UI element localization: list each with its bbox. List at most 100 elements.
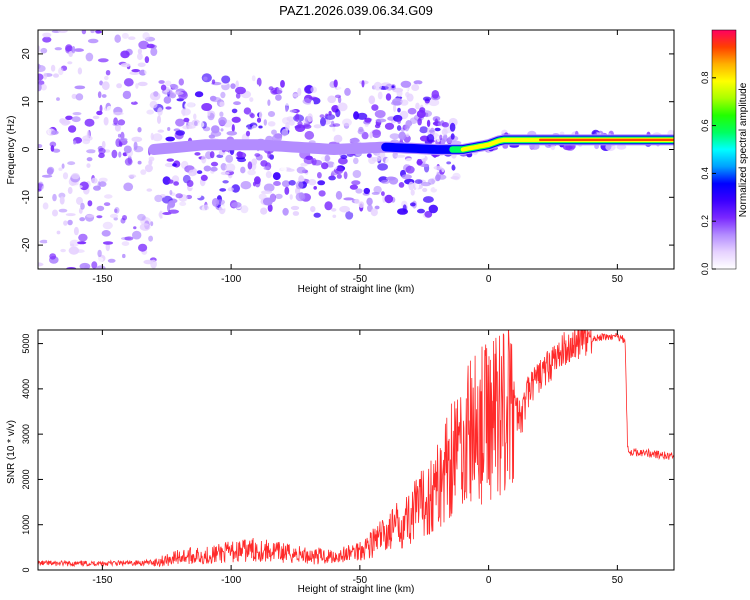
heatmap-noise-blob	[263, 119, 267, 126]
heatmap-noise-blob	[253, 199, 259, 207]
heatmap-noise-blob	[148, 156, 155, 162]
heatmap-noise-blob	[89, 239, 99, 244]
heatmap-noise-blob	[230, 83, 236, 89]
heatmap-noise-blob	[254, 179, 261, 188]
heatmap-noise-blob	[333, 162, 338, 170]
heatmap-noise-blob	[398, 182, 405, 188]
heatmap-noise-blob	[388, 177, 399, 185]
heatmap-noise-blob	[131, 97, 136, 103]
heatmap-noise-blob	[172, 163, 177, 167]
heatmap-noise-blob	[168, 179, 174, 184]
heatmap-noise-blob	[68, 51, 73, 57]
heatmap-noise-blob	[284, 168, 295, 172]
heatmap-noise-blob	[128, 174, 137, 178]
heatmap-noise-blob	[317, 180, 326, 186]
heatmap-noise-blob	[124, 158, 133, 166]
heatmap-noise-blob	[417, 118, 422, 126]
heatmap-noise-blob	[371, 104, 379, 111]
heatmap-noise-blob	[71, 172, 80, 180]
heatmap-noise-blob	[71, 116, 81, 123]
heatmap-noise-blob	[417, 208, 425, 214]
heatmap-noise-blob	[58, 192, 66, 199]
heatmap-noise-blob	[374, 110, 386, 118]
heatmap-noise-blob	[371, 129, 381, 138]
heatmap-noise-blob	[178, 78, 184, 86]
heatmap-noise-blob	[297, 121, 303, 126]
heatmap-noise-blob	[295, 180, 304, 190]
heatmap-noise-blob	[68, 125, 77, 133]
heatmap-noise-blob	[46, 238, 53, 245]
heatmap-noise-blob	[273, 181, 281, 186]
heatmap-noise-blob	[137, 48, 142, 55]
heatmap-noise-blob	[43, 72, 48, 80]
heatmap-noise-blob	[72, 112, 82, 116]
heatmap-noise-blob	[65, 213, 76, 217]
heatmap-noise-blob	[393, 158, 401, 164]
heatmap-noise-blob	[67, 186, 73, 195]
heatmap-noise-blob	[355, 188, 363, 194]
heatmap-noise-blob	[133, 145, 144, 153]
heatmap-noise-blob	[251, 75, 256, 82]
heatmap-noise-blob	[119, 137, 128, 142]
heatmap-noise-blob	[300, 162, 308, 167]
heatmap-noise-blob	[251, 158, 258, 166]
heatmap-noise-blob	[42, 32, 52, 38]
heatmap-noise-blob	[396, 125, 402, 131]
heatmap-noise-blob	[67, 161, 76, 166]
heatmap-noise-blob	[91, 261, 98, 269]
heatmap-noise-blob	[194, 120, 198, 126]
heatmap-noise-blob	[120, 63, 131, 68]
heatmap-noise-blob	[123, 145, 132, 154]
heatmap-noise-blob	[210, 161, 219, 167]
heatmap-noise-blob	[219, 101, 225, 107]
heatmap-noise-blob	[333, 79, 338, 88]
heatmap-noise-blob	[244, 127, 249, 131]
heatmap-noise-blob	[200, 174, 208, 181]
x-tick-label: -50	[353, 575, 368, 586]
snr-y-ticks: 0 1000 2000 3000 4000 5000	[21, 334, 674, 573]
heatmap-noise-blob	[285, 106, 289, 113]
heatmap-noise-blob	[289, 109, 297, 113]
heatmap-noise-blob	[454, 160, 459, 168]
heatmap-noise-blob	[102, 241, 114, 245]
heatmap-noise-blob	[203, 165, 212, 172]
heatmap-noise-blob	[349, 209, 360, 214]
snr-x-ticks: -150 -100 -50 0 50	[92, 330, 623, 586]
heatmap-noise-blob	[367, 153, 372, 159]
heatmap-noise-blob	[79, 262, 91, 269]
heatmap-noise-blob	[109, 213, 119, 219]
heatmap-noise-blob	[312, 159, 323, 166]
heatmap-noise-blob	[296, 166, 306, 174]
heatmap-noise-blob	[219, 188, 227, 192]
heatmap-noise-blob	[78, 233, 88, 242]
heatmap-noise-blob	[331, 208, 337, 212]
heatmap-noise-blob	[197, 121, 205, 128]
heatmap-noise-blob	[375, 118, 387, 123]
heatmap-noise-blob	[87, 38, 99, 44]
heatmap-noise-blob	[447, 172, 451, 180]
heatmap-noise-blob	[290, 205, 300, 211]
heatmap-noise-blob	[434, 127, 441, 132]
heatmap-noise-blob	[307, 185, 312, 193]
heatmap-noise-blob	[153, 91, 159, 97]
heatmap-noise-blob	[441, 122, 449, 128]
heatmap-noise-blob	[101, 81, 110, 91]
heatmap-noise-blob	[424, 210, 433, 218]
heatmap-noise-blob	[364, 117, 372, 123]
heatmap-noise-blob	[86, 214, 95, 218]
heatmap-noise-blob	[210, 166, 218, 172]
x-tick-label: 50	[612, 575, 624, 586]
heatmap-noise-blob	[368, 95, 376, 105]
heatmap-noise-blob	[363, 187, 370, 195]
heatmap-noise-blob	[59, 118, 66, 124]
heatmap-noise-blob	[287, 171, 294, 178]
heatmap-noise-blob	[450, 133, 455, 140]
heatmap-noise-blob	[275, 193, 283, 199]
heatmap-noise-blob	[50, 39, 60, 46]
heatmap-noise-blob	[81, 30, 87, 35]
heatmap-noise-blob	[96, 205, 105, 212]
heatmap-noise-blob	[162, 212, 172, 215]
heatmap-noise-blob	[351, 180, 361, 186]
heatmap-noise-blob	[98, 147, 106, 155]
heatmap-noise-blob	[180, 152, 191, 157]
